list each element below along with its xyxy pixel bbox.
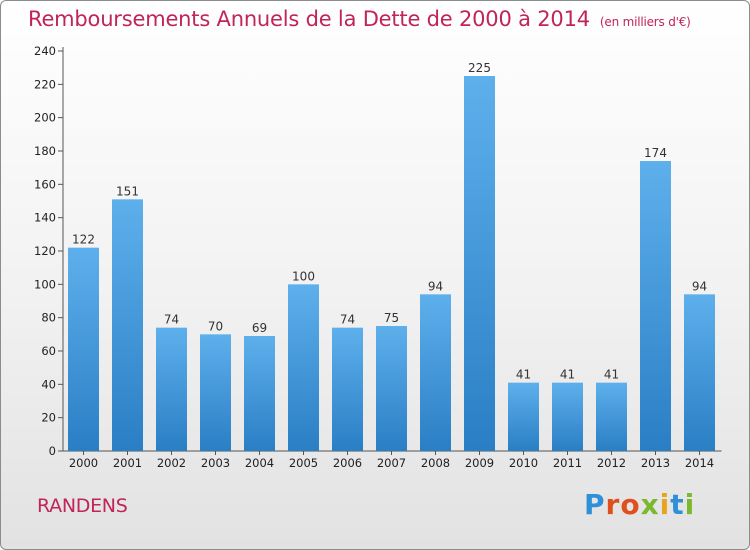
data-label: 225 (468, 61, 491, 75)
logo-letter: i (684, 488, 696, 521)
data-label: 174 (644, 146, 667, 160)
y-tick-label: 20 (41, 411, 56, 425)
data-label: 69 (252, 321, 267, 335)
bar (640, 161, 671, 451)
data-label: 41 (560, 368, 575, 382)
logo-letter: P (584, 488, 606, 521)
logo-letter: x (640, 488, 660, 521)
x-tick-label: 2014 (685, 456, 714, 470)
data-label: 100 (292, 269, 315, 283)
x-tick-label: 2012 (597, 456, 626, 470)
bar (244, 336, 275, 451)
y-tick-label: 240 (34, 44, 56, 58)
y-tick-label: 120 (34, 244, 56, 258)
data-label: 41 (604, 368, 619, 382)
commune-name: RANDENS (37, 495, 128, 517)
x-tick-label: 2003 (201, 456, 230, 470)
y-tick-label: 80 (41, 311, 56, 325)
chart-title: Remboursements Annuels de la Dette de 20… (28, 7, 691, 31)
x-tick-label: 2008 (421, 456, 450, 470)
bar (112, 199, 143, 451)
logo-letter: i (659, 488, 671, 521)
data-label: 94 (692, 279, 707, 293)
y-tick-label: 60 (41, 344, 56, 358)
bar (200, 334, 231, 451)
y-tick-label: 220 (34, 77, 56, 91)
bar (156, 327, 187, 451)
x-tick-label: 2000 (69, 456, 98, 470)
y-tick-label: 100 (34, 277, 56, 291)
x-tick-label: 2007 (377, 456, 406, 470)
y-tick-label: 40 (41, 377, 56, 391)
bar (552, 382, 583, 451)
data-label: 41 (516, 368, 531, 382)
y-tick-label: 0 (49, 444, 56, 458)
logo-letter: o (620, 488, 641, 521)
data-label: 74 (340, 313, 355, 327)
y-tick-label: 180 (34, 144, 56, 158)
bar (288, 284, 319, 451)
data-label: 151 (116, 184, 139, 198)
bar (684, 294, 715, 451)
x-tick-label: 2001 (113, 456, 142, 470)
bar (420, 294, 451, 451)
x-tick-label: 2013 (641, 456, 670, 470)
data-label: 94 (428, 279, 443, 293)
x-tick-label: 2002 (157, 456, 186, 470)
data-label: 122 (72, 233, 95, 247)
x-tick-label: 2004 (245, 456, 274, 470)
proxiti-logo: Proxiti (584, 488, 695, 521)
x-tick-label: 2011 (553, 456, 582, 470)
bar (464, 76, 495, 451)
bar (332, 327, 363, 451)
y-tick-label: 160 (34, 177, 56, 191)
y-tick-label: 140 (34, 211, 56, 225)
bar (596, 382, 627, 451)
y-tick-label: 200 (34, 111, 56, 125)
logo-letter: t (670, 488, 685, 521)
data-label: 75 (384, 311, 399, 325)
data-label: 74 (164, 313, 179, 327)
x-tick-label: 2009 (465, 456, 494, 470)
bar (376, 326, 407, 451)
x-tick-label: 2006 (333, 456, 362, 470)
data-label: 70 (208, 319, 223, 333)
logo-letter: r (605, 488, 621, 521)
x-tick-label: 2005 (289, 456, 318, 470)
chart-unit: (en milliers d'€) (599, 15, 691, 29)
bar (508, 382, 539, 451)
x-tick-label: 2010 (509, 456, 538, 470)
bar (68, 247, 99, 451)
